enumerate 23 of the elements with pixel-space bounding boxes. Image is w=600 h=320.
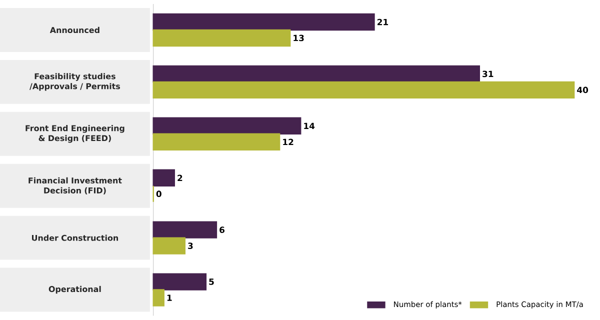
data-label: 2 (178, 174, 182, 182)
data-label: 40 (577, 86, 588, 94)
bar (152, 221, 218, 239)
bar (152, 273, 207, 290)
bar (152, 289, 164, 306)
bar (152, 30, 291, 47)
bar (152, 14, 375, 31)
bar (152, 169, 175, 187)
bar (152, 237, 186, 255)
data-label: 0 (156, 190, 162, 198)
data-label: 31 (482, 70, 494, 78)
bar (152, 133, 280, 151)
data-label: 13 (294, 34, 304, 42)
data-label: 3 (188, 242, 193, 250)
data-label: 1 (167, 294, 172, 301)
bar (152, 65, 480, 83)
data-label: 5 (209, 278, 214, 286)
bar (152, 81, 575, 99)
data-label: 12 (283, 138, 294, 146)
data-label: 14 (304, 122, 315, 130)
data-label: 6 (220, 226, 224, 234)
data-label: 21 (377, 18, 388, 26)
bar (152, 117, 302, 135)
